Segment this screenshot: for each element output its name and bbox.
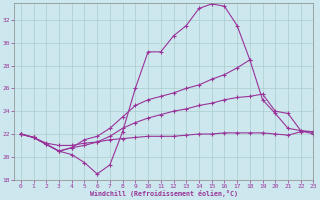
X-axis label: Windchill (Refroidissement éolien,°C): Windchill (Refroidissement éolien,°C)	[90, 190, 238, 197]
